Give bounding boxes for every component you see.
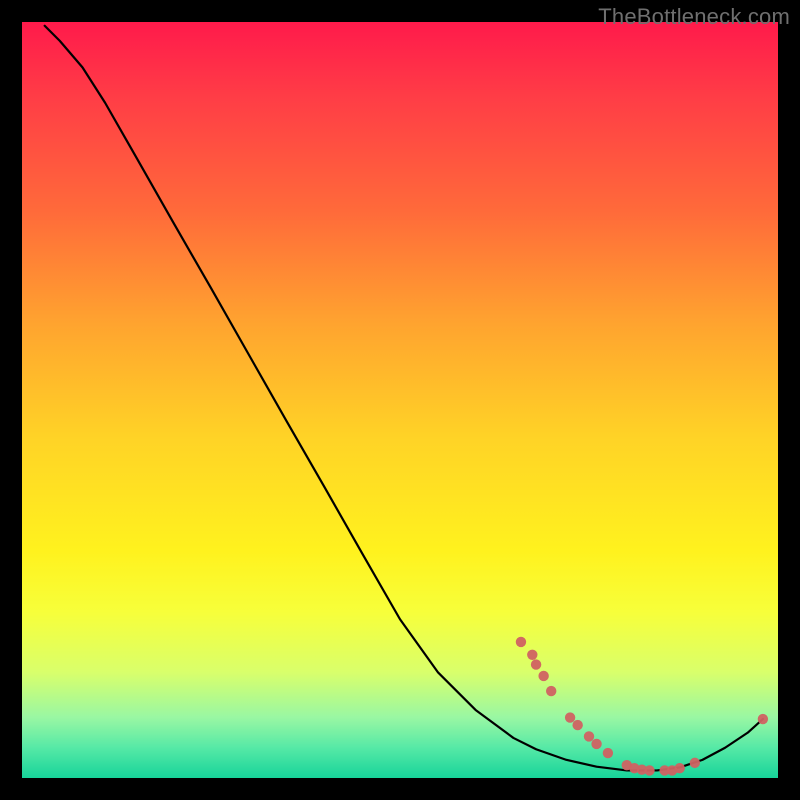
watermark-text: TheBottleneck.com: [598, 4, 790, 30]
highlight-point: [591, 739, 601, 749]
bottleneck-chart: [0, 0, 800, 800]
highlight-point: [516, 637, 526, 647]
highlight-point: [546, 686, 556, 696]
highlight-point: [675, 763, 685, 773]
highlight-point: [531, 659, 541, 669]
highlight-point: [644, 765, 654, 775]
highlight-point: [603, 748, 613, 758]
highlight-point: [572, 720, 582, 730]
plot-area: [22, 22, 778, 778]
highlight-point: [690, 758, 700, 768]
highlight-point: [565, 712, 575, 722]
highlight-point: [527, 650, 537, 660]
highlight-point: [584, 731, 594, 741]
highlight-point: [538, 671, 548, 681]
highlight-point: [758, 714, 768, 724]
